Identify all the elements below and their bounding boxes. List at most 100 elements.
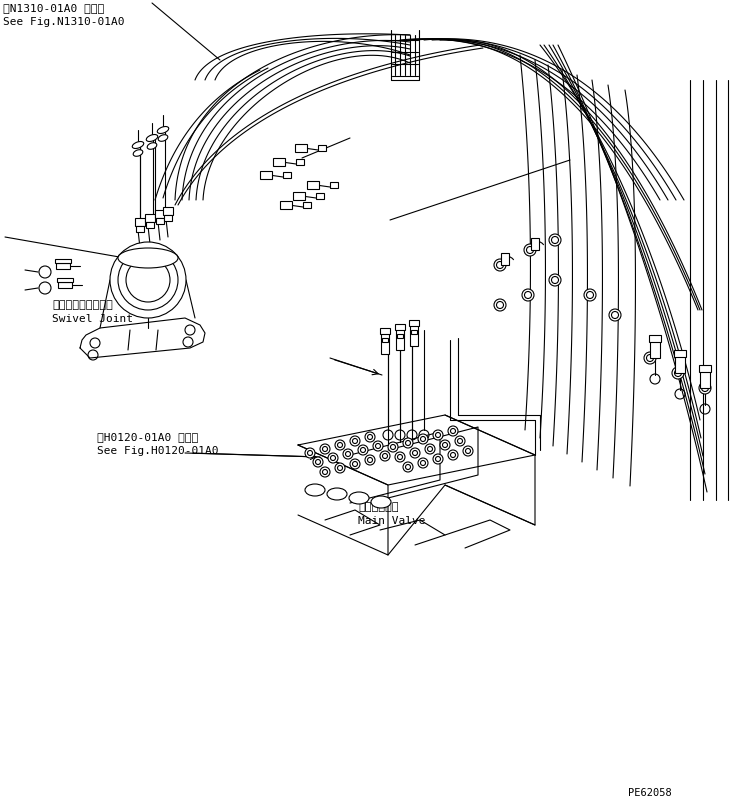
- Bar: [318, 145, 326, 151]
- Bar: [145, 214, 155, 222]
- Circle shape: [305, 448, 315, 458]
- Bar: [531, 238, 539, 250]
- Bar: [136, 226, 144, 232]
- Circle shape: [403, 438, 413, 448]
- Text: Swivel Joint: Swivel Joint: [52, 314, 133, 324]
- Bar: [56, 263, 70, 269]
- Circle shape: [395, 452, 405, 462]
- Bar: [410, 324, 418, 346]
- Circle shape: [433, 430, 443, 440]
- Ellipse shape: [327, 488, 347, 500]
- Circle shape: [350, 436, 360, 446]
- Circle shape: [358, 445, 368, 455]
- Bar: [135, 218, 145, 226]
- Circle shape: [644, 352, 656, 364]
- Circle shape: [320, 444, 330, 454]
- Bar: [330, 182, 338, 188]
- Circle shape: [335, 440, 345, 450]
- Text: Main Valve: Main Valve: [358, 516, 425, 526]
- Bar: [649, 335, 661, 342]
- Text: See Fig.N1310-01A0: See Fig.N1310-01A0: [3, 17, 125, 27]
- Text: スイベルジョイント: スイベルジョイント: [52, 300, 113, 310]
- Circle shape: [418, 434, 428, 444]
- Circle shape: [524, 244, 536, 256]
- Ellipse shape: [132, 142, 144, 148]
- Bar: [296, 159, 304, 165]
- Circle shape: [448, 450, 458, 460]
- Circle shape: [522, 289, 534, 301]
- Bar: [273, 158, 285, 166]
- Text: 第H0120-01A0 図参照: 第H0120-01A0 図参照: [97, 432, 198, 442]
- Ellipse shape: [305, 484, 325, 496]
- Bar: [58, 282, 72, 288]
- Bar: [295, 144, 307, 152]
- Circle shape: [410, 448, 420, 458]
- Circle shape: [433, 454, 443, 464]
- Circle shape: [373, 441, 383, 451]
- Text: See Fig.H0120-01A0: See Fig.H0120-01A0: [97, 446, 218, 456]
- Ellipse shape: [118, 248, 178, 268]
- Bar: [163, 207, 173, 215]
- Bar: [411, 330, 417, 334]
- Bar: [699, 365, 711, 372]
- Ellipse shape: [146, 135, 158, 142]
- Bar: [156, 218, 164, 224]
- Circle shape: [403, 462, 413, 472]
- Bar: [395, 324, 405, 330]
- Bar: [57, 278, 73, 282]
- Bar: [674, 350, 686, 357]
- Circle shape: [335, 463, 345, 473]
- Bar: [303, 202, 311, 208]
- Circle shape: [455, 436, 465, 446]
- Bar: [293, 192, 305, 200]
- Circle shape: [388, 442, 398, 452]
- Circle shape: [463, 446, 473, 456]
- Ellipse shape: [147, 143, 157, 149]
- Circle shape: [350, 459, 360, 469]
- Bar: [650, 340, 660, 358]
- Bar: [155, 210, 165, 218]
- Bar: [381, 332, 389, 354]
- Circle shape: [494, 259, 506, 271]
- Circle shape: [365, 455, 375, 465]
- Circle shape: [672, 367, 684, 379]
- Bar: [501, 253, 509, 265]
- Circle shape: [328, 453, 338, 463]
- Bar: [260, 171, 272, 179]
- Bar: [675, 355, 685, 373]
- Text: 第N1310-01A0 図参照: 第N1310-01A0 図参照: [3, 3, 104, 13]
- Bar: [396, 328, 404, 350]
- Bar: [280, 201, 292, 209]
- Bar: [283, 172, 291, 178]
- Bar: [164, 215, 172, 221]
- Circle shape: [365, 432, 375, 442]
- Circle shape: [110, 242, 186, 318]
- Bar: [409, 320, 419, 326]
- Bar: [307, 181, 319, 189]
- Circle shape: [320, 467, 330, 477]
- Text: メインバルブ: メインバルブ: [358, 502, 398, 512]
- Circle shape: [494, 299, 506, 311]
- Bar: [316, 193, 324, 199]
- Circle shape: [699, 382, 711, 394]
- Circle shape: [549, 274, 561, 286]
- Ellipse shape: [349, 492, 369, 504]
- Circle shape: [448, 426, 458, 436]
- Bar: [146, 222, 154, 228]
- Circle shape: [609, 309, 621, 321]
- Circle shape: [343, 449, 353, 459]
- Text: PE62058: PE62058: [628, 788, 672, 798]
- Ellipse shape: [157, 127, 168, 134]
- Bar: [382, 338, 388, 342]
- Bar: [380, 328, 390, 334]
- Circle shape: [418, 458, 428, 468]
- Ellipse shape: [134, 150, 142, 156]
- Ellipse shape: [158, 135, 168, 141]
- Ellipse shape: [371, 496, 391, 508]
- Circle shape: [440, 440, 450, 450]
- Circle shape: [313, 457, 323, 467]
- Circle shape: [425, 444, 435, 454]
- Circle shape: [380, 451, 390, 461]
- Bar: [55, 259, 71, 263]
- Bar: [397, 334, 403, 338]
